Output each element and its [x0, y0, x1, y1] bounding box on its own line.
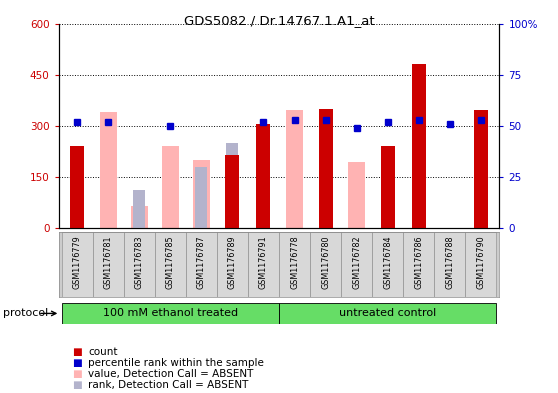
Bar [412, 64, 426, 228]
Text: count: count [88, 347, 118, 357]
Bar [341, 232, 372, 297]
Text: GSM1176781: GSM1176781 [104, 235, 113, 288]
Text: GSM1176789: GSM1176789 [228, 235, 237, 289]
Bar [227, 143, 238, 228]
Text: protocol: protocol [3, 309, 48, 318]
Text: GSM1176784: GSM1176784 [383, 235, 392, 288]
Bar [434, 232, 465, 297]
Bar [100, 112, 117, 228]
Text: ■: ■ [73, 380, 82, 390]
Bar [286, 110, 303, 228]
Text: rank, Detection Call = ABSENT: rank, Detection Call = ABSENT [88, 380, 248, 390]
Text: GSM1176782: GSM1176782 [352, 235, 361, 289]
Bar [319, 109, 333, 228]
Bar [186, 232, 217, 297]
Text: untreated control: untreated control [339, 309, 436, 318]
Bar [62, 303, 279, 324]
Text: ■: ■ [73, 369, 82, 379]
Text: GSM1176785: GSM1176785 [166, 235, 175, 289]
Text: GSM1176780: GSM1176780 [321, 235, 330, 288]
Bar [372, 232, 403, 297]
Text: ■: ■ [73, 358, 82, 368]
Bar [279, 232, 310, 297]
Bar [381, 146, 395, 228]
Text: GSM1176790: GSM1176790 [477, 235, 485, 289]
Text: GSM1176787: GSM1176787 [197, 235, 206, 289]
Bar [93, 232, 124, 297]
Text: GSM1176786: GSM1176786 [414, 235, 423, 288]
Bar [155, 232, 186, 297]
Text: percentile rank within the sample: percentile rank within the sample [88, 358, 264, 368]
Text: GSM1176788: GSM1176788 [445, 235, 454, 288]
Bar [195, 167, 208, 228]
Text: ■: ■ [73, 347, 82, 357]
Text: GDS5082 / Dr.14767.1.A1_at: GDS5082 / Dr.14767.1.A1_at [184, 14, 374, 27]
Bar [279, 303, 496, 324]
Bar [348, 162, 365, 228]
Text: 100 mM ethanol treated: 100 mM ethanol treated [103, 309, 238, 318]
Bar [248, 232, 279, 297]
Text: GSM1176778: GSM1176778 [290, 235, 299, 289]
Bar [474, 110, 488, 228]
Bar [310, 232, 341, 297]
Text: GSM1176779: GSM1176779 [73, 235, 81, 289]
Bar [133, 190, 145, 228]
Bar [193, 160, 210, 228]
Bar [465, 232, 496, 297]
Text: GSM1176791: GSM1176791 [259, 235, 268, 289]
Bar [62, 232, 93, 297]
Bar [403, 232, 434, 297]
Text: value, Detection Call = ABSENT: value, Detection Call = ABSENT [88, 369, 253, 379]
Bar [162, 146, 179, 228]
Bar [124, 232, 155, 297]
Bar [131, 206, 148, 228]
Bar [257, 124, 271, 228]
Bar [225, 155, 239, 228]
Text: GSM1176783: GSM1176783 [135, 235, 144, 288]
Bar [217, 232, 248, 297]
Bar [70, 146, 84, 228]
